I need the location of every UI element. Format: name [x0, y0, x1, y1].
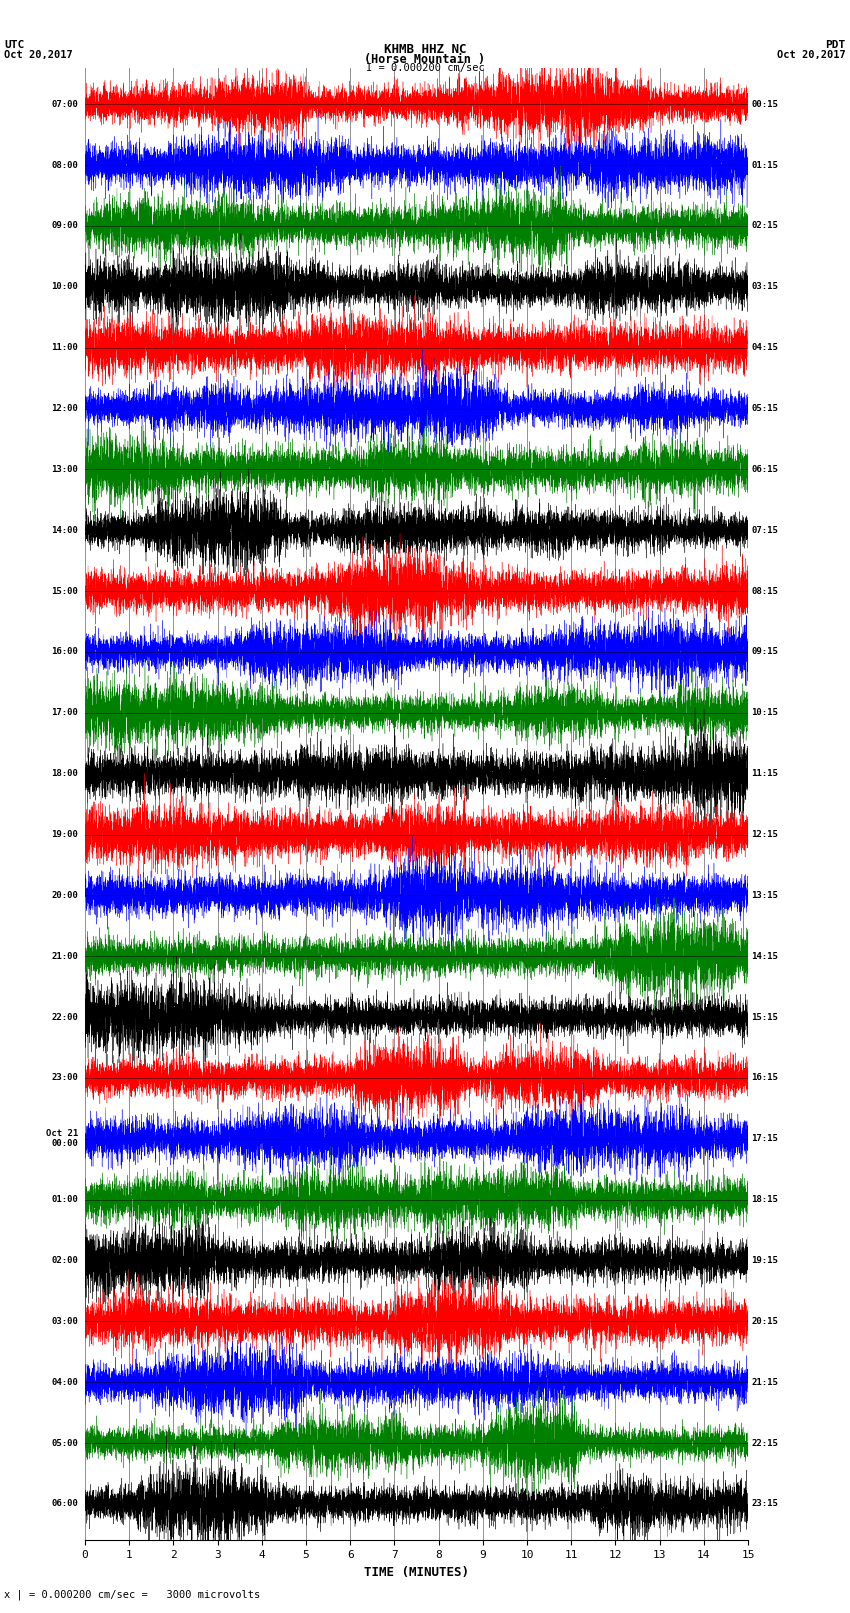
Text: 12:00: 12:00	[52, 403, 78, 413]
Text: 12:15: 12:15	[751, 831, 779, 839]
Text: 10:00: 10:00	[52, 282, 78, 292]
Text: I = 0.000200 cm/sec: I = 0.000200 cm/sec	[366, 63, 484, 73]
Text: 22:15: 22:15	[751, 1439, 779, 1447]
Text: 04:00: 04:00	[52, 1378, 78, 1387]
Text: 01:15: 01:15	[751, 161, 779, 169]
Text: 18:00: 18:00	[52, 769, 78, 777]
Text: Oct 20,2017: Oct 20,2017	[777, 50, 846, 60]
Text: x | = 0.000200 cm/sec =   3000 microvolts: x | = 0.000200 cm/sec = 3000 microvolts	[4, 1589, 260, 1600]
Text: 21:00: 21:00	[52, 952, 78, 961]
Text: Oct 20,2017: Oct 20,2017	[4, 50, 73, 60]
Text: 02:15: 02:15	[751, 221, 779, 231]
Text: 16:00: 16:00	[52, 647, 78, 656]
Text: 19:15: 19:15	[751, 1257, 779, 1265]
Text: 11:15: 11:15	[751, 769, 779, 777]
Text: 05:00: 05:00	[52, 1439, 78, 1447]
Text: 13:15: 13:15	[751, 890, 779, 900]
Text: 15:15: 15:15	[751, 1013, 779, 1021]
Text: 00:15: 00:15	[751, 100, 779, 108]
Text: 08:15: 08:15	[751, 587, 779, 595]
Text: 23:00: 23:00	[52, 1073, 78, 1082]
Text: 11:00: 11:00	[52, 344, 78, 352]
Text: 03:00: 03:00	[52, 1316, 78, 1326]
Text: 03:15: 03:15	[751, 282, 779, 292]
Text: PDT: PDT	[825, 39, 846, 50]
Text: 06:00: 06:00	[52, 1500, 78, 1508]
Text: Oct 21
00:00: Oct 21 00:00	[46, 1129, 78, 1148]
Text: 13:00: 13:00	[52, 465, 78, 474]
Text: 04:15: 04:15	[751, 344, 779, 352]
Text: 17:00: 17:00	[52, 708, 78, 718]
X-axis label: TIME (MINUTES): TIME (MINUTES)	[364, 1566, 469, 1579]
Text: 18:15: 18:15	[751, 1195, 779, 1205]
Text: 20:15: 20:15	[751, 1316, 779, 1326]
Text: 07:15: 07:15	[751, 526, 779, 536]
Text: 08:00: 08:00	[52, 161, 78, 169]
Text: 01:00: 01:00	[52, 1195, 78, 1205]
Text: 02:00: 02:00	[52, 1257, 78, 1265]
Text: 06:15: 06:15	[751, 465, 779, 474]
Text: 10:15: 10:15	[751, 708, 779, 718]
Text: 09:15: 09:15	[751, 647, 779, 656]
Text: KHMB HHZ NC: KHMB HHZ NC	[383, 44, 467, 56]
Text: 21:15: 21:15	[751, 1378, 779, 1387]
Text: 19:00: 19:00	[52, 831, 78, 839]
Text: UTC: UTC	[4, 39, 25, 50]
Text: 22:00: 22:00	[52, 1013, 78, 1021]
Text: 15:00: 15:00	[52, 587, 78, 595]
Text: 07:00: 07:00	[52, 100, 78, 108]
Text: 09:00: 09:00	[52, 221, 78, 231]
Text: 16:15: 16:15	[751, 1073, 779, 1082]
Text: (Horse Mountain ): (Horse Mountain )	[365, 53, 485, 66]
Text: 17:15: 17:15	[751, 1134, 779, 1144]
Text: 05:15: 05:15	[751, 403, 779, 413]
Text: 14:15: 14:15	[751, 952, 779, 961]
Text: 14:00: 14:00	[52, 526, 78, 536]
Text: 23:15: 23:15	[751, 1500, 779, 1508]
Text: 20:00: 20:00	[52, 890, 78, 900]
